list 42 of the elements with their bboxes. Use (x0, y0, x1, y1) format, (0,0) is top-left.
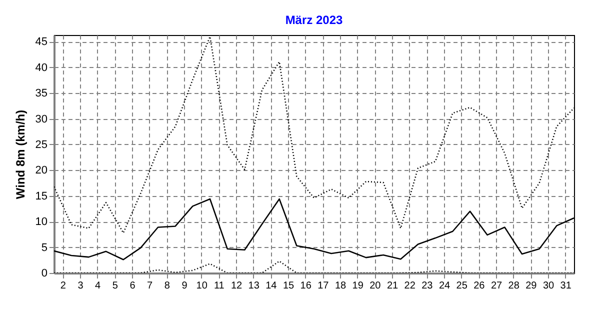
x-tick-label: 29 (526, 280, 538, 292)
x-tick-label: 24 (438, 280, 450, 292)
x-tick-label: 8 (164, 280, 170, 292)
y-tick-label: 10 (35, 216, 48, 228)
x-tick-label: 10 (196, 280, 208, 292)
x-tick-label: 12 (230, 280, 242, 292)
x-tick-label: 14 (266, 280, 278, 292)
x-tick-label: 6 (130, 280, 136, 292)
x-tick-label: 16 (300, 280, 312, 292)
x-tick-label: 20 (370, 280, 382, 292)
x-tick-label: 13 (248, 280, 260, 292)
y-tick-label: 0 (41, 268, 48, 280)
y-tick-label: 25 (35, 138, 48, 151)
x-tick-label: 23 (422, 280, 434, 292)
x-tick-label: 5 (112, 280, 118, 292)
x-tick-label: 18 (334, 280, 346, 292)
y-tick-label: 40 (35, 62, 48, 74)
y-tick-label: 15 (35, 190, 48, 202)
x-tick-label: 9 (182, 280, 188, 292)
y-tick-label: 35 (35, 88, 48, 100)
y-tick-label: 5 (41, 242, 48, 254)
x-tick-label: 28 (508, 280, 520, 292)
x-tick-label: 3 (78, 280, 84, 292)
x-tick-label: 26 (474, 280, 486, 292)
x-tick-label: 31 (560, 280, 572, 292)
y-tick-label: 45 (35, 36, 48, 48)
chart-title: März 2023 (285, 13, 344, 27)
x-tick-label: 7 (147, 280, 154, 292)
y-tick-label: 20 (35, 164, 48, 177)
x-tick-label: 30 (542, 280, 554, 292)
y-tick-label: 30 (35, 113, 48, 126)
x-tick-label: 17 (318, 280, 330, 292)
x-tick-label: 15 (282, 280, 294, 292)
y-axis-title: Wind 8m (km/h) (13, 110, 28, 200)
x-tick-label: 4 (95, 280, 102, 292)
x-tick-label: 22 (404, 280, 416, 292)
x-tick-label: 19 (352, 280, 364, 292)
x-tick-label: 27 (490, 280, 502, 292)
x-tick-label: 21 (386, 280, 398, 292)
x-tick-label: 25 (456, 280, 468, 292)
x-tick-label: 11 (214, 280, 225, 292)
x-tick-label: 2 (60, 280, 66, 292)
